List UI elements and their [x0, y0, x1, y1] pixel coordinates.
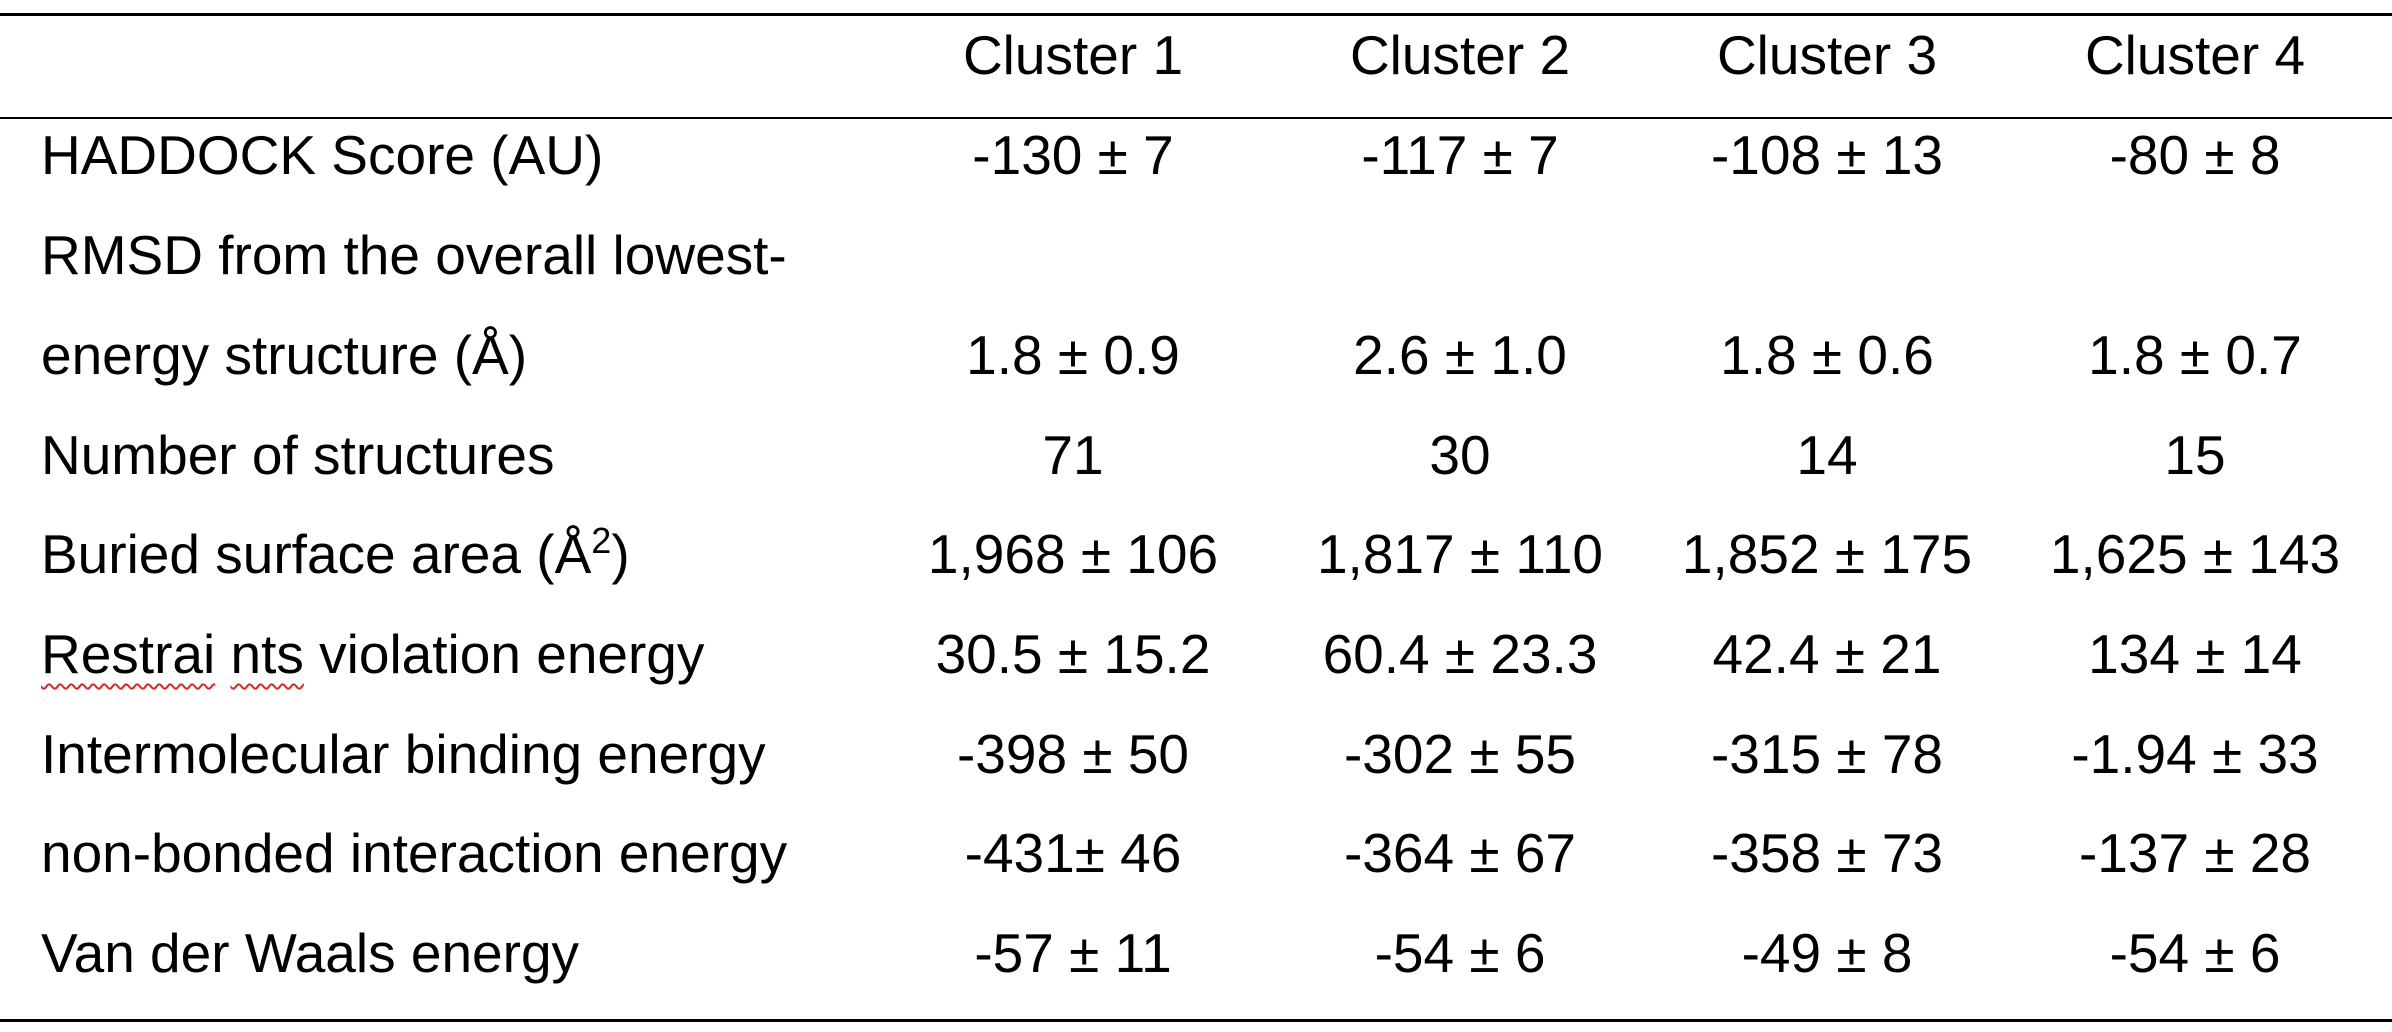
row-label: Buried surface area (Å2) [41, 523, 630, 582]
table-cell: 1,852 ± 175 [1681, 523, 1973, 585]
row-label-text-end: ) [611, 523, 630, 585]
table-top-rule [0, 13, 2392, 16]
table-cell: 134 ± 14 [2088, 623, 2302, 685]
table-cell: -315 ± 78 [1710, 723, 1944, 785]
table-cell: -358 ± 73 [1710, 822, 1944, 884]
table-bottom-rule [0, 1019, 2392, 1022]
row-label-text: Buried surface area (Å [41, 523, 592, 585]
header-divider-rule [0, 117, 2392, 119]
row-label-space [215, 623, 230, 685]
table-cell: -431± 46 [964, 822, 1182, 884]
column-header: Cluster 3 [1716, 24, 1938, 86]
table-cell: -137 ± 28 [2078, 822, 2312, 884]
row-label: Number of structures [41, 424, 555, 486]
row-label-line-1: RMSD from the overall lowest- [41, 224, 787, 286]
table-cell: 71 [1042, 424, 1104, 486]
table-cell: 15 [2164, 424, 2226, 486]
superscript: 2 [591, 520, 612, 561]
table-cell: -364 ± 67 [1343, 822, 1577, 884]
table-cell: 1.8 ± 0.9 [966, 324, 1180, 386]
row-label: Intermolecular binding energy [41, 723, 766, 785]
column-header: Cluster 4 [2084, 24, 2306, 86]
table-cell: -302 ± 55 [1343, 723, 1577, 785]
table-cell: 42.4 ± 21 [1712, 623, 1942, 685]
row-label: Restrai nts violation energy [41, 627, 704, 682]
table-cell: -80 ± 8 [2109, 124, 2281, 186]
table-cell: -117 ± 7 [1361, 124, 1559, 186]
spellcheck-word: nts [230, 623, 304, 685]
table-cell: 1,817 ± 110 [1316, 523, 1604, 585]
table-cell: -108 ± 13 [1710, 124, 1944, 186]
table-cell: -1.94 ± 33 [2071, 723, 2319, 785]
row-label-text: violation energy [303, 623, 705, 685]
table-cell: 14 [1796, 424, 1858, 486]
table-cell: 60.4 ± 23.3 [1322, 623, 1598, 685]
table-cell: 1.8 ± 0.6 [1720, 324, 1934, 386]
table-cell: 1,968 ± 106 [927, 523, 1219, 585]
table-cell: -130 ± 7 [972, 124, 1174, 186]
spellcheck-word: Restrai [41, 623, 216, 685]
table-cell: 1.8 ± 0.7 [2088, 324, 2302, 386]
table-cell: -398 ± 50 [956, 723, 1190, 785]
table-cell: 30.5 ± 15.2 [935, 623, 1211, 685]
table-cell: 30 [1429, 424, 1491, 486]
table-cell: -54 ± 6 [2109, 922, 2281, 984]
column-header: Cluster 1 [962, 24, 1184, 86]
row-label: HADDOCK Score (AU) [41, 124, 604, 186]
row-label: Van der Waals energy [41, 922, 580, 984]
row-label-line-2: energy structure (Å) [41, 324, 528, 386]
table-cell: -49 ± 8 [1741, 922, 1913, 984]
row-label: non-bonded interaction energy [41, 822, 788, 884]
table-cell: 1,625 ± 143 [2049, 523, 2341, 585]
column-header: Cluster 2 [1349, 24, 1571, 86]
table-cell: -54 ± 6 [1374, 922, 1546, 984]
table-cell: -57 ± 11 [974, 922, 1172, 984]
table-cell: 2.6 ± 1.0 [1353, 324, 1567, 386]
